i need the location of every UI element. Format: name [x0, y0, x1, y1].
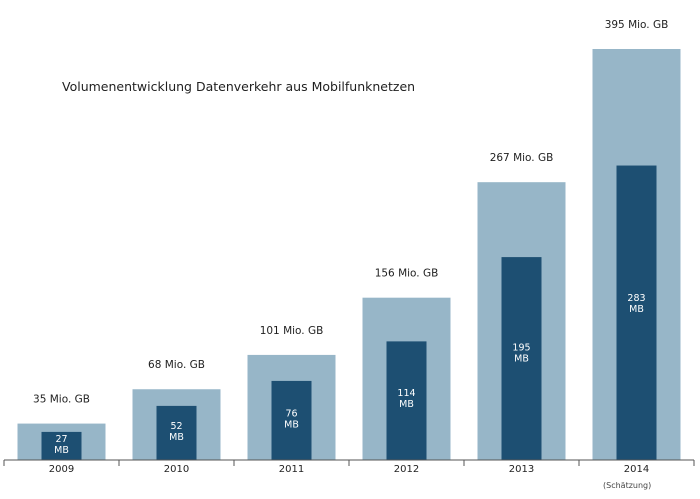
bar-per-user-2011 — [271, 380, 312, 460]
data-label-unit-2014: MB — [629, 304, 644, 315]
x-tick-label-2011: 2011 — [279, 464, 304, 475]
x-tick-label-2009: 2009 — [49, 464, 74, 475]
estimate-note: (Schätzung) — [603, 481, 652, 490]
data-label-per-user-2009: 27 — [55, 434, 67, 445]
data-label-per-user-2014: 283 — [627, 293, 645, 304]
data-label-unit-2009: MB — [54, 445, 69, 456]
data-label-total-2014: 395 Mio. GB — [605, 19, 669, 31]
data-label-total-2012: 156 Mio. GB — [375, 268, 439, 280]
data-label-per-user-2010: 52 — [170, 421, 182, 432]
data-label-unit-2011: MB — [284, 419, 299, 430]
data-label-total-2011: 101 Mio. GB — [260, 325, 324, 337]
bar-per-user-2010 — [156, 405, 197, 460]
data-label-total-2010: 68 Mio. GB — [148, 359, 205, 371]
bar-per-user-2013 — [501, 257, 542, 460]
data-label-per-user-2012: 114 — [397, 388, 415, 399]
data-label-total-2013: 267 Mio. GB — [490, 152, 554, 164]
data-label-per-user-2013: 195 — [512, 342, 530, 353]
data-label-total-2009: 35 Mio. GB — [33, 394, 90, 406]
data-label-unit-2013: MB — [514, 353, 529, 364]
bar-per-user-2012 — [386, 341, 427, 460]
x-tick-label-2010: 2010 — [164, 464, 189, 475]
bar-per-user-2009 — [41, 431, 82, 460]
data-label-per-user-2011: 76 — [285, 408, 297, 419]
x-tick-label-2012: 2012 — [394, 464, 419, 475]
chart-title: Volumenentwicklung Datenverkehr aus Mobi… — [62, 79, 416, 94]
data-label-unit-2012: MB — [399, 399, 414, 410]
x-tick-label-2014: 2014 — [624, 464, 649, 475]
bar-per-user-2014 — [616, 165, 657, 460]
data-label-unit-2010: MB — [169, 432, 184, 443]
x-tick-label-2013: 2013 — [509, 464, 534, 475]
